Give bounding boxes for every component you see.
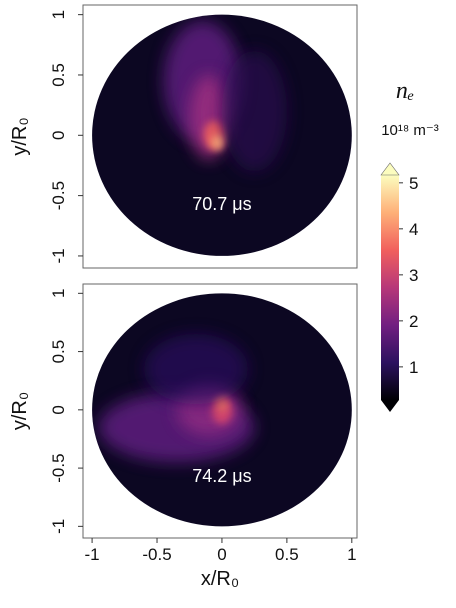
x-axis-label: x/R₀ — [201, 568, 239, 590]
colorbar-label: nₑ — [396, 78, 414, 104]
colorbar-extend-bottom — [381, 400, 399, 412]
y-tick-label: 0 — [49, 405, 68, 414]
colorbar-units: 10¹⁸ m⁻³ — [381, 122, 439, 139]
y-tick-label: 1 — [49, 289, 68, 298]
y-tick-label: -0.5 — [49, 181, 68, 210]
y-tick-label: 0.5 — [49, 340, 68, 364]
y-axis-label: y/R₀ — [9, 117, 31, 155]
annotation: 74.2 μs — [192, 466, 251, 486]
y-tick-label: -1 — [49, 248, 68, 263]
y-tick-label: 0.5 — [49, 63, 68, 87]
colorbar-tick-label: 1 — [409, 358, 418, 377]
plasma-structure — [163, 20, 287, 172]
y-tick-label: -0.5 — [49, 453, 68, 482]
axes-frame — [82, 4, 358, 269]
annotation: 70.7 μs — [192, 194, 251, 214]
colorbar-extend-top — [380, 162, 400, 176]
heatmap — [92, 293, 352, 527]
x-tick-label: 0.5 — [275, 545, 299, 564]
plasma-blob — [216, 397, 228, 412]
axes-frame — [82, 283, 358, 539]
y-tick-label: 1 — [49, 10, 68, 19]
plasma-blob — [144, 334, 248, 405]
colorbar — [381, 175, 399, 400]
x-tick-label: -1 — [85, 545, 100, 564]
y-tick-label: 0 — [49, 131, 68, 140]
x-tick-label: 0 — [217, 545, 226, 564]
y-tick-label: -1 — [49, 519, 68, 534]
x-tick-label: 1 — [347, 545, 356, 564]
colorbar-tick-label: 5 — [409, 174, 418, 193]
plasma-structure — [98, 334, 255, 463]
heatmap — [92, 14, 352, 256]
colorbar-tick-label: 2 — [409, 312, 418, 331]
y-axis-label: y/R₀ — [9, 392, 31, 430]
plasma-blob — [211, 135, 225, 150]
colorbar-tick-label: 4 — [409, 220, 418, 239]
x-tick-label: -0.5 — [142, 545, 171, 564]
plasma-blob — [221, 50, 287, 172]
colorbar-tick-label: 3 — [409, 266, 418, 285]
